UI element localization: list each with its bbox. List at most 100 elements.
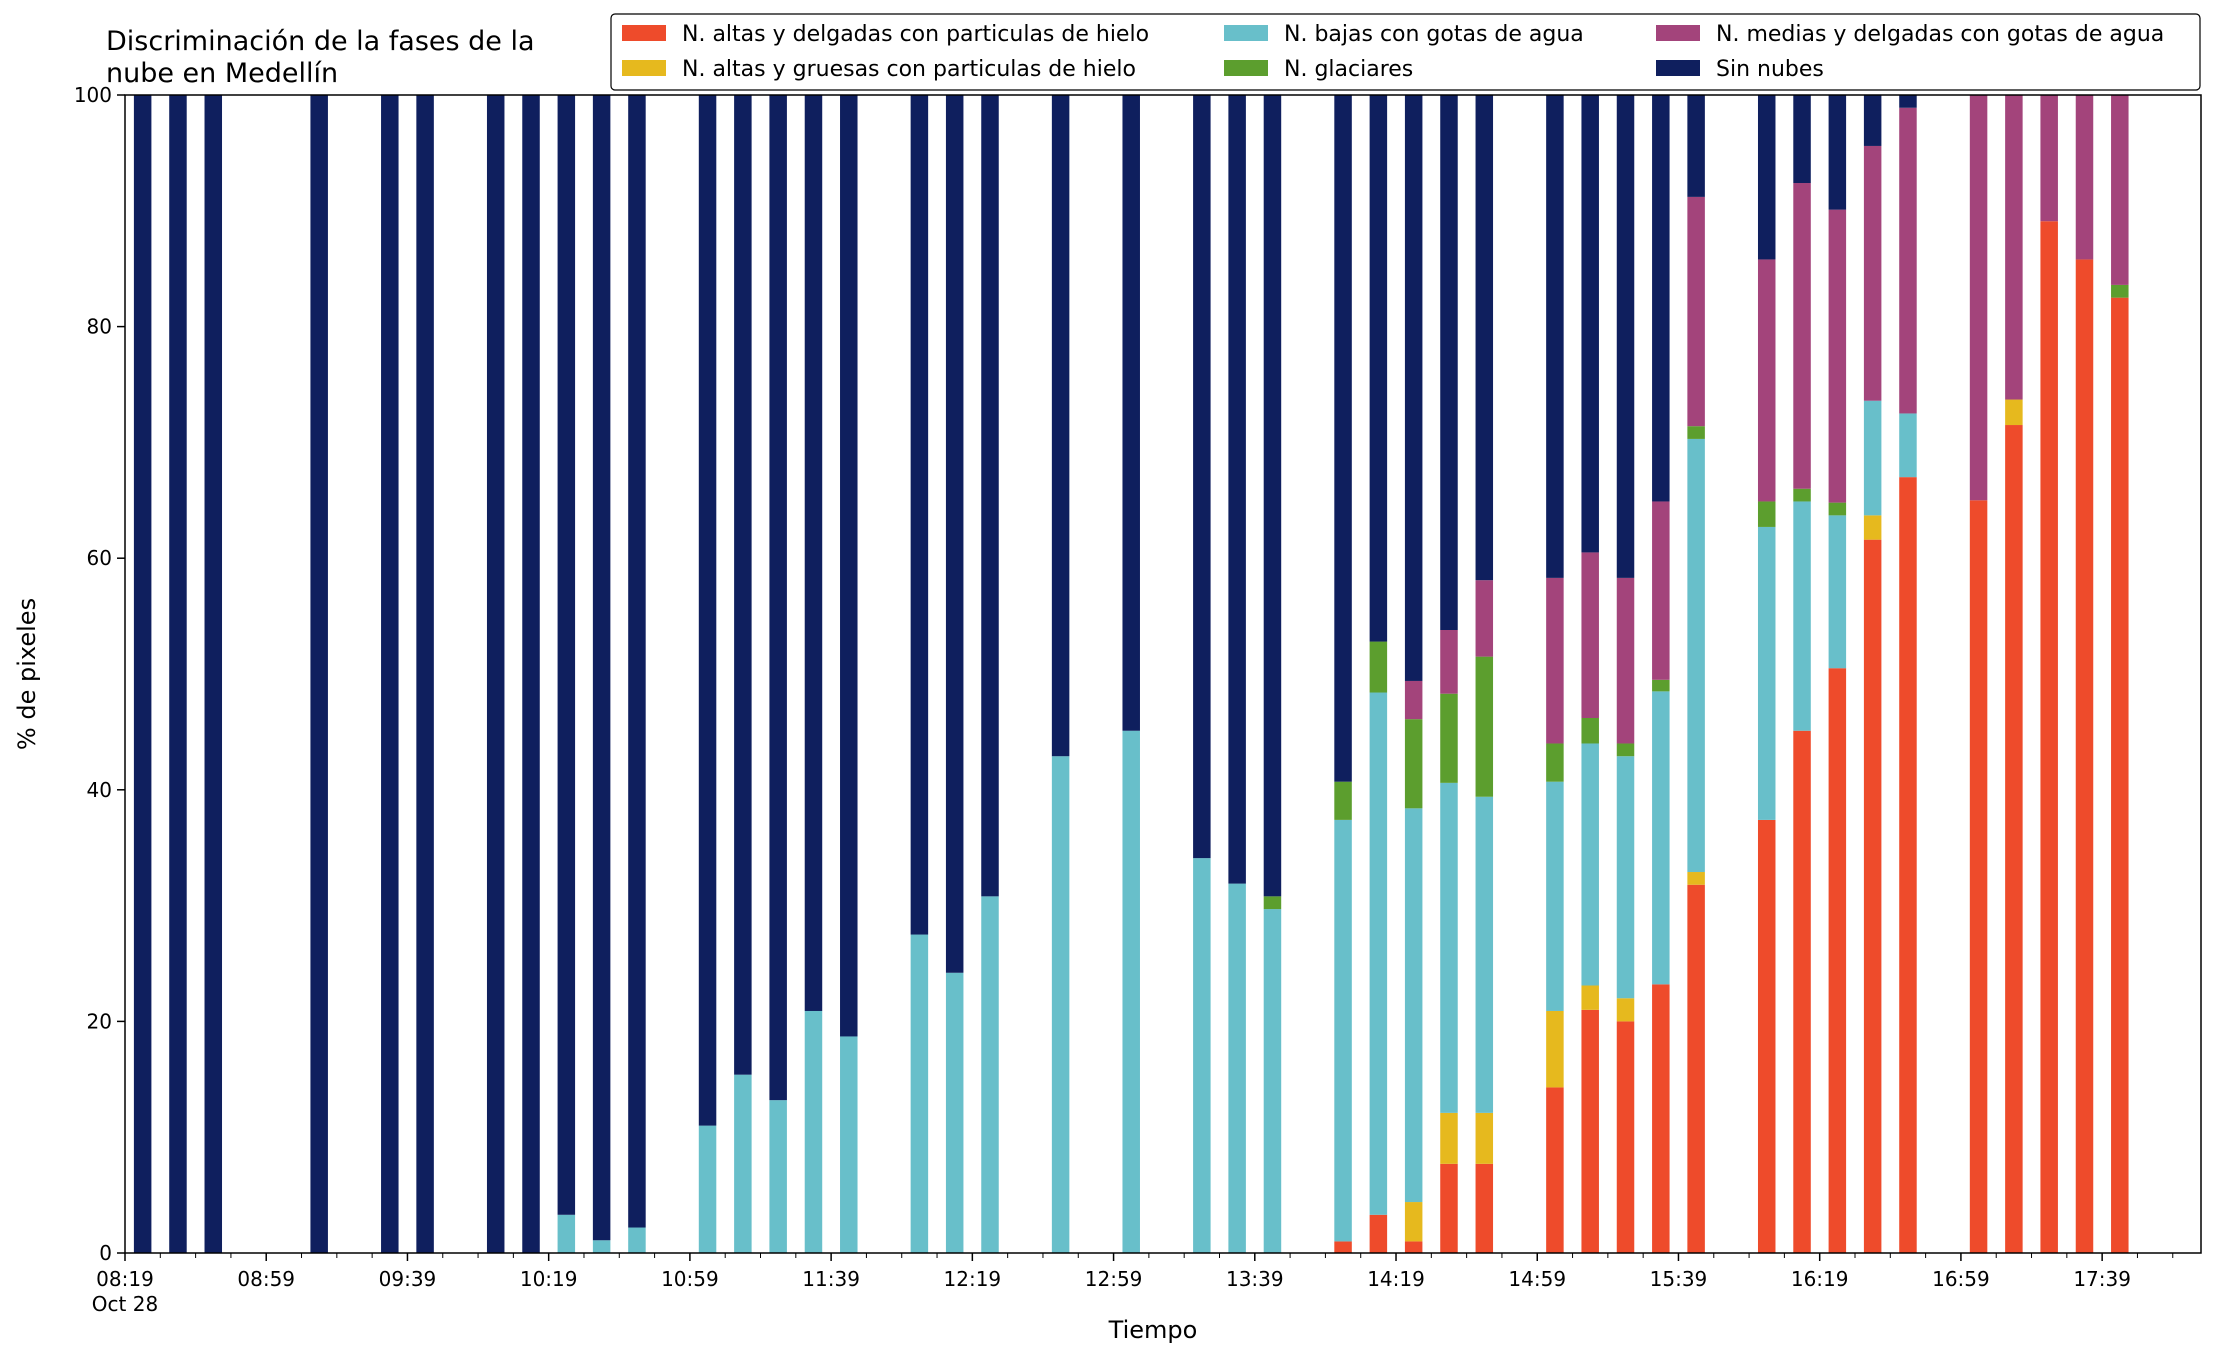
bar-segment-6 bbox=[1404, 95, 1423, 681]
bar-segment-1 bbox=[1687, 884, 1705, 1253]
bar-segment-6 bbox=[1334, 95, 1352, 782]
x-tick-label: 12:59 bbox=[1085, 1267, 1143, 1291]
bar-segment-1 bbox=[1581, 1009, 1599, 1253]
bar-segment-6 bbox=[557, 95, 576, 1215]
bar-segment-5 bbox=[1475, 580, 1494, 657]
bar-segment-6 bbox=[1122, 95, 1140, 731]
legend-box bbox=[610, 13, 2201, 91]
bar-segment-6 bbox=[1581, 95, 1599, 553]
bar-segment-3 bbox=[804, 1010, 823, 1253]
bar-segment-6 bbox=[522, 95, 540, 1253]
bar-segment-3 bbox=[1687, 438, 1705, 873]
bar-segment-3 bbox=[945, 972, 964, 1253]
bar-segment-3 bbox=[1369, 692, 1388, 1215]
bar-segment-6 bbox=[981, 95, 999, 897]
bar-segment-3 bbox=[1793, 501, 1811, 731]
legend-entry-label: N. medias y delgadas con gotas de agua bbox=[1716, 22, 2164, 47]
x-axis-label: Tiempo bbox=[1108, 1316, 1198, 1344]
bar-segment-3 bbox=[734, 1074, 752, 1253]
bar-segment-3 bbox=[1546, 781, 1564, 1011]
bar-segment-3 bbox=[1228, 883, 1246, 1253]
legend-entry-label: N. altas y delgadas con particulas de hi… bbox=[682, 22, 1149, 47]
bar-segment-1 bbox=[1334, 1241, 1352, 1253]
bar-segment-3 bbox=[1051, 756, 1070, 1253]
bar-segment-4 bbox=[1616, 743, 1635, 757]
bar-segment-6 bbox=[381, 95, 399, 1253]
bar-segment-3 bbox=[1616, 756, 1635, 999]
y-axis-label: % de pixeles bbox=[13, 598, 41, 750]
bar-segment-2 bbox=[1581, 985, 1599, 1010]
bar-segment-6 bbox=[1899, 95, 1917, 108]
bar-segment-3 bbox=[1899, 413, 1917, 478]
bar-segment-5 bbox=[1863, 145, 1882, 401]
bar-segment-5 bbox=[1616, 577, 1635, 744]
bar-segment-1 bbox=[2075, 259, 2094, 1253]
bar-segment-6 bbox=[769, 95, 787, 1101]
bar-segment-1 bbox=[1828, 668, 1847, 1253]
bar-segment-1 bbox=[1440, 1163, 1458, 1253]
bar-segment-3 bbox=[1475, 796, 1494, 1113]
bar-segment-3 bbox=[1263, 909, 1282, 1253]
bar-segment-1 bbox=[1652, 984, 1670, 1253]
x-tick-label: 14:59 bbox=[1508, 1267, 1566, 1291]
x-tick-label: 13:39 bbox=[1226, 1267, 1284, 1291]
bar-segment-3 bbox=[557, 1214, 576, 1253]
chart-title-line-2: nube en Medellín bbox=[106, 58, 338, 89]
bar-segment-2 bbox=[1404, 1202, 1423, 1242]
legend-swatch bbox=[1224, 60, 1268, 76]
bar-segment-1 bbox=[1616, 1021, 1635, 1253]
legend-entry-label: N. bajas con gotas de agua bbox=[1284, 22, 1584, 47]
bar-segment-5 bbox=[2005, 95, 2023, 400]
bar-segment-5 bbox=[2075, 95, 2094, 260]
bar-segment-4 bbox=[1828, 502, 1847, 516]
bar-segment-4 bbox=[2111, 284, 2129, 298]
bar-segment-1 bbox=[1899, 477, 1917, 1253]
y-tick-label: 60 bbox=[87, 546, 112, 570]
x-tick-label: 09:39 bbox=[379, 1267, 437, 1291]
bar-segment-2 bbox=[1440, 1112, 1458, 1164]
bar-segment-1 bbox=[1969, 500, 1988, 1253]
bar-segment-3 bbox=[592, 1240, 611, 1253]
legend-swatch bbox=[1656, 60, 1700, 76]
bar-segment-3 bbox=[840, 1036, 858, 1253]
bar-segment-6 bbox=[804, 95, 823, 1011]
bar-segment-3 bbox=[628, 1227, 646, 1253]
bar-segment-3 bbox=[1404, 808, 1423, 1203]
bar-segment-6 bbox=[910, 95, 929, 935]
bar-segment-6 bbox=[1546, 95, 1564, 578]
bar-segment-6 bbox=[1228, 95, 1246, 884]
bar-segment-4 bbox=[1581, 718, 1599, 744]
bar-segment-1 bbox=[1546, 1087, 1564, 1253]
bar-segment-5 bbox=[1969, 95, 1988, 501]
bar-segment-5 bbox=[1546, 577, 1564, 744]
bar-segment-6 bbox=[628, 95, 646, 1228]
bar-segment-2 bbox=[1616, 998, 1635, 1022]
bar-segment-6 bbox=[1475, 95, 1494, 581]
bar-segment-3 bbox=[1122, 730, 1140, 1253]
x-tick-label: 16:59 bbox=[1932, 1267, 1990, 1291]
y-tick-label: 0 bbox=[99, 1241, 112, 1265]
legend-entry-label: N. altas y gruesas con particulas de hie… bbox=[682, 57, 1136, 82]
bar-segment-6 bbox=[1193, 95, 1211, 859]
bar-segment-6 bbox=[1757, 95, 1776, 260]
bar-segment-3 bbox=[1334, 819, 1352, 1242]
bar-segment-4 bbox=[1652, 679, 1670, 692]
bar-segment-4 bbox=[1687, 426, 1705, 439]
bar-segment-6 bbox=[1263, 95, 1282, 897]
bar-segment-2 bbox=[1863, 515, 1882, 540]
bar-segment-2 bbox=[1546, 1010, 1564, 1088]
x-tick-label: 15:39 bbox=[1650, 1267, 1708, 1291]
bar-segment-6 bbox=[1652, 95, 1670, 502]
bar-segment-2 bbox=[1475, 1112, 1494, 1164]
bar-segment-4 bbox=[1793, 488, 1811, 502]
bar-segment-6 bbox=[133, 95, 152, 1253]
bar-segment-1 bbox=[1863, 539, 1882, 1253]
legend-swatch bbox=[622, 60, 666, 76]
x-tick-label: 11:39 bbox=[802, 1267, 860, 1291]
bar-segment-6 bbox=[698, 95, 717, 1126]
x-tick-label: 08:19 bbox=[96, 1267, 154, 1291]
bar-segment-1 bbox=[1793, 730, 1811, 1253]
bar-segment-1 bbox=[1404, 1241, 1423, 1253]
